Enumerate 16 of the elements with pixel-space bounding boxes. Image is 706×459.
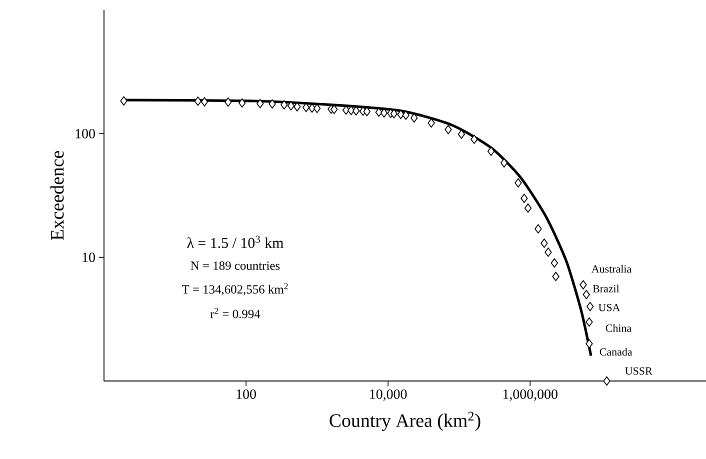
annotation: USA <box>598 304 620 312</box>
x-axis-title: Country Area (km$^{2}$) <box>330 412 480 431</box>
annotation: China <box>606 324 632 332</box>
annotation: N = 189 countries <box>190 261 280 270</box>
annotation: Canada <box>600 348 632 356</box>
x-tick-label: 100 <box>236 390 256 399</box>
y-axis-title: Exceedence <box>50 150 64 240</box>
annotation: Brazil <box>592 284 620 292</box>
annotation: T = 134,602,556 km$^{2}$ <box>182 283 288 296</box>
x-tick-label: 1,000,000 <box>503 390 558 401</box>
y-tick-label: 10 <box>82 252 95 262</box>
x-tick-label: 10,000 <box>370 390 407 401</box>
annotation: r$^{2}$ = 0.994 <box>210 308 260 318</box>
annotation: Australia <box>592 264 632 273</box>
annotation: USSR <box>625 367 652 375</box>
annotation: λ = 1.5 / 10$^{3}$ km <box>187 236 284 248</box>
